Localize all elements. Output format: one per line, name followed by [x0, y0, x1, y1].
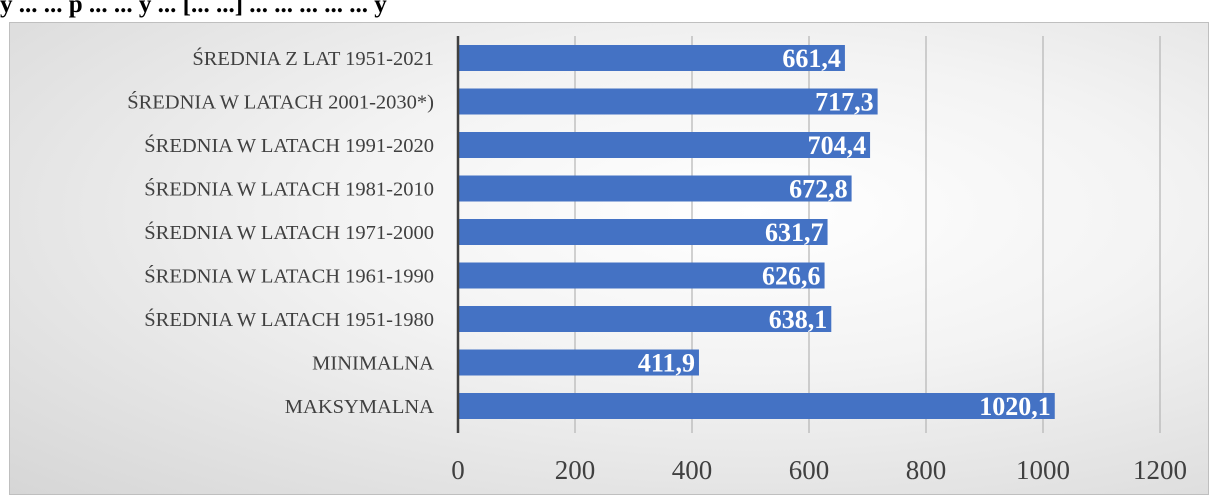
category-label-1: ŚREDNIA Z LAT 1951-2021	[192, 46, 434, 70]
bar-7	[458, 306, 832, 332]
category-label-2: ŚREDNIA W LATACH 2001-2030*)	[127, 90, 434, 114]
data-label-3: 704,4	[808, 131, 867, 160]
chart-area: ŚREDNIA Z LAT 1951-2021 661,4 ŚREDNIA W LA…	[9, 22, 1209, 495]
category-label-6: ŚREDNIA W LATACH 1961-1990	[144, 264, 434, 288]
data-label-2: 717,3	[815, 88, 874, 117]
bar-3	[458, 132, 871, 158]
bar-9	[458, 393, 1055, 419]
bar-6	[458, 262, 825, 289]
data-label-5: 631,7	[765, 218, 824, 247]
x-tick-label-1200: 1200	[1133, 455, 1187, 485]
data-label-8: 411,9	[638, 349, 695, 378]
bar-1	[458, 45, 845, 71]
bar-chart: ŚREDNIA Z LAT 1951-2021 661,4 ŚREDNIA W LA…	[127, 36, 1187, 485]
data-label-9: 1020,1	[979, 392, 1051, 421]
x-tick-label-800: 800	[906, 455, 947, 485]
bar-5	[458, 219, 828, 245]
x-tick-label-600: 600	[789, 455, 830, 485]
x-tick-label-200: 200	[555, 455, 596, 485]
x-tick-label-0: 0	[451, 455, 465, 485]
chart-title: y ... ... p ... ... y ... [... ...] ... …	[0, 0, 387, 18]
x-tick-label-1000: 1000	[1016, 455, 1070, 485]
category-label-5: ŚREDNIA W LATACH 1971-2000	[144, 220, 434, 244]
data-label-4: 672,8	[789, 175, 848, 204]
x-tick-label-400: 400	[672, 455, 713, 485]
bar-8	[458, 349, 699, 376]
category-label-8: MINIMALNA	[312, 353, 434, 375]
category-label-3: ŚREDNIA W LATACH 1991-2020	[144, 133, 434, 157]
data-label-1: 661,4	[782, 44, 841, 73]
category-label-4: ŚREDNIA W LATACH 1981-2010	[144, 177, 434, 201]
data-label-6: 626,6	[762, 262, 821, 291]
bar-2	[458, 88, 878, 115]
category-label-7: ŚREDNIA W LATACH 1951-1980	[144, 307, 434, 331]
category-label-9: MAKSYMALNA	[285, 396, 434, 418]
bar-4	[458, 175, 852, 202]
data-label-7: 638,1	[769, 305, 828, 334]
